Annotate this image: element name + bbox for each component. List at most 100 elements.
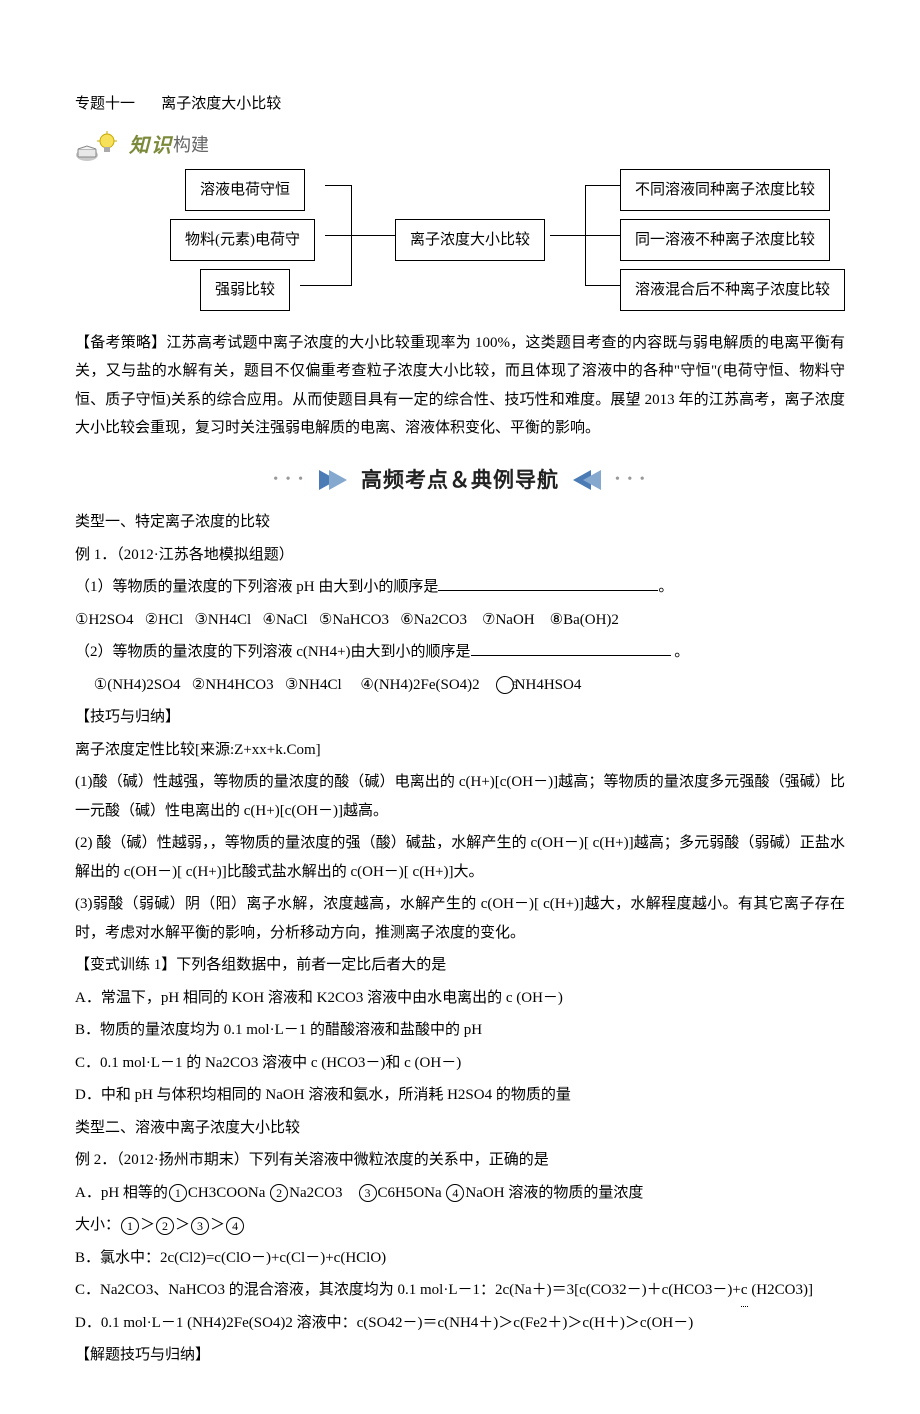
blank-line <box>438 590 658 591</box>
example2-B: B．氯水中：2c(Cl2)=c(ClO－)+c(Cl－)+c(HClO) <box>75 1244 845 1273</box>
item-text: NaCl <box>276 612 308 628</box>
item: ⑥ <box>400 612 413 628</box>
example2-A: A．pH 相等的1CH3COONa 2Na2CO3 3C6H5ONa 4NaOH… <box>75 1179 845 1208</box>
diagram-box-center: 离子浓度大小比较 <box>395 219 545 262</box>
diagram-line <box>585 235 620 236</box>
item-text: NH4HSO4 <box>515 677 582 693</box>
item-text: (NH4)2SO4 <box>107 677 180 693</box>
variant1-label: 【变式训练 1】 <box>75 957 176 973</box>
diagram-box-right-0: 不同溶液同种离子浓度比较 <box>620 169 830 212</box>
knowledge-banner: 知识 构建 <box>75 127 845 165</box>
dots-icon: • • • <box>615 467 647 494</box>
topic-name: 离子浓度大小比较 <box>161 96 281 112</box>
example2-C: C．Na2CO3、NaHCO3 的混合溶液，其浓度均为 0.1 mol·L－1：… <box>75 1276 845 1305</box>
skill-p3: (3)弱酸（弱碱）阴（阳）离子水解，浓度越高，水解产生的 c(OH－)[ c(H… <box>75 890 845 947</box>
diagram-box-right-1: 同一溶液不种离子浓度比较 <box>620 219 830 262</box>
type2-title: 类型二、溶液中离子浓度大小比较 <box>75 1114 845 1143</box>
diagram-line <box>351 235 395 236</box>
variant1-stem: 下列各组数据中，前者一定比后者大的是 <box>176 957 446 973</box>
q1-stem: （1）等物质的量浓度的下列溶液 pH 由大到小的顺序是 <box>75 579 438 595</box>
diagram-box-left-2: 强弱比较 <box>200 269 290 312</box>
strategy-para: 【备考策略】江苏高考试题中离子浓度的大小比较重现率为 100%，这类题目考查的内… <box>75 329 845 443</box>
item-text: NH4HCO3 <box>205 677 273 693</box>
diagram-line <box>325 185 351 186</box>
concept-diagram: 溶液电荷守恒 物料(元素)电荷守 强弱比较 离子浓度大小比较 不同溶液同种离子浓… <box>75 169 845 309</box>
section-banner: • • • 高频考点＆典例导航 • • • <box>75 461 845 501</box>
dotted-text: c <box>741 1276 748 1305</box>
item: ④ <box>262 612 275 628</box>
diagram-box-right-2: 溶液混合后不种离子浓度比较 <box>620 269 845 312</box>
item: ② <box>192 677 205 693</box>
skill-p2: (2) 酸（碱）性越弱，，等物质的量浓度的强（酸）碱盐，水解产生的 c(OH－)… <box>75 829 845 886</box>
a2-pre: 大小： <box>75 1217 120 1233</box>
section-title: 高频考点＆典例导航 <box>361 461 559 501</box>
item-text: NaHCO3 <box>332 612 389 628</box>
item: ① <box>94 677 107 693</box>
item: ⑦ <box>482 612 495 628</box>
item-text: NaOH <box>465 1185 504 1201</box>
example1-q2: （2）等物质的量浓度的下列溶液 c(NH4+)由大到小的顺序是 。 <box>75 638 845 667</box>
example2-A-line2: 大小：1＞2＞3＞4 <box>75 1211 845 1240</box>
circled-num: 4 <box>446 1184 464 1202</box>
item-text: Ba(OH)2 <box>563 612 619 628</box>
banner-light: 构建 <box>173 128 209 162</box>
diagram-line <box>300 285 351 286</box>
diagram-box-left-1: 物料(元素)电荷守 <box>170 219 315 262</box>
item-text: (NH4)2Fe(SO4)2 <box>374 677 480 693</box>
blank-line <box>471 655 671 656</box>
variant1-D: D．中和 pH 与体积均相同的 NaOH 溶液和氨水，所消耗 H2SO4 的物质… <box>75 1081 845 1110</box>
q2-stem: （2）等物质的量浓度的下列溶液 c(NH4+)由大到小的顺序是 <box>75 644 471 660</box>
arrow-right-icon <box>329 470 347 490</box>
gt: ＞ <box>140 1217 155 1233</box>
strategy-text: 江苏高考试题中离子浓度的大小比较重现率为 100%，这类题目考查的内容既与弱电解… <box>75 335 845 437</box>
example1-q2-items: ①(NH4)2SO4 ②NH4HCO3 ③NH4Cl ④(NH4)2Fe(SO4… <box>75 671 845 700</box>
topic-title: 专题十一 离子浓度大小比较 <box>75 90 845 119</box>
circled-num: 2 <box>270 1184 288 1202</box>
diagram-line <box>585 185 620 186</box>
item: 5 <box>496 676 514 694</box>
variant1-C: C．0.1 mol·L－1 的 Na2CO3 溶液中 c (HCO3－)和 c … <box>75 1049 845 1078</box>
item-text: H2SO4 <box>88 612 133 628</box>
skill-p1: (1)酸（碱）性越强，等物质的量浓度的酸（碱）电离出的 c(H+)[c(OH－)… <box>75 768 845 825</box>
example2-label: 例 2．（2012·扬州市期末）下列有关溶液中微粒浓度的关系中，正确的是 <box>75 1146 845 1175</box>
example1-label: 例 1．（2012·江苏各地模拟组题） <box>75 541 845 570</box>
diagram-line <box>550 235 585 236</box>
dots-icon: • • • <box>273 467 305 494</box>
gt: ＞ <box>175 1217 190 1233</box>
item-text: NaOH <box>495 612 534 628</box>
item-text: NH4Cl <box>208 612 251 628</box>
circled-num: 1 <box>169 1184 187 1202</box>
item-text: C6H5ONa <box>378 1185 442 1201</box>
skill2-label: 【解题技巧与归纳】 <box>75 1341 845 1370</box>
banner-bold: 知识 <box>129 127 173 165</box>
circled-num: 1 <box>121 1217 139 1235</box>
item: ⑤ <box>319 612 332 628</box>
bulb-book-icon <box>75 131 125 161</box>
item-text: Na2CO3 <box>289 1185 342 1201</box>
type1-title: 类型一、特定离子浓度的比较 <box>75 508 845 537</box>
arrow-left-icon <box>583 470 601 490</box>
circled-num: 4 <box>226 1217 244 1235</box>
example1-q1-items: ①H2SO4 ②HCl ③NH4Cl ④NaCl ⑤NaHCO3 ⑥Na2CO3… <box>75 606 845 635</box>
diagram-line <box>585 285 620 286</box>
diagram-box-left-0: 溶液电荷守恒 <box>185 169 305 212</box>
skill-subtitle: 离子浓度定性比较[来源:Z+xx+k.Com] <box>75 736 845 765</box>
item-text: Na2CO3 <box>414 612 467 628</box>
a-post: 溶液的物质的量浓度 <box>508 1185 643 1201</box>
item: ⑧ <box>550 612 563 628</box>
strategy-label: 【备考策略】 <box>75 335 166 351</box>
item-text: CH3COONa <box>188 1185 266 1201</box>
variant1-B: B．物质的量浓度均为 0.1 mol·L－1 的醋酸溶液和盐酸中的 pH <box>75 1016 845 1045</box>
topic-number: 专题十一 <box>75 96 135 112</box>
item: ④ <box>360 677 373 693</box>
item: ① <box>75 612 88 628</box>
circled-num: 3 <box>359 1184 377 1202</box>
variant1: 【变式训练 1】下列各组数据中，前者一定比后者大的是 <box>75 951 845 980</box>
skill-label: 【技巧与归纳】 <box>75 703 845 732</box>
item-text: HCl <box>158 612 183 628</box>
variant1-A: A．常温下，pH 相同的 KOH 溶液和 K2CO3 溶液中由水电离出的 c (… <box>75 984 845 1013</box>
item: ③ <box>285 677 298 693</box>
circled-num: 3 <box>191 1217 209 1235</box>
a-pre: A．pH 相等的 <box>75 1185 168 1201</box>
item-text: NH4Cl <box>298 677 341 693</box>
